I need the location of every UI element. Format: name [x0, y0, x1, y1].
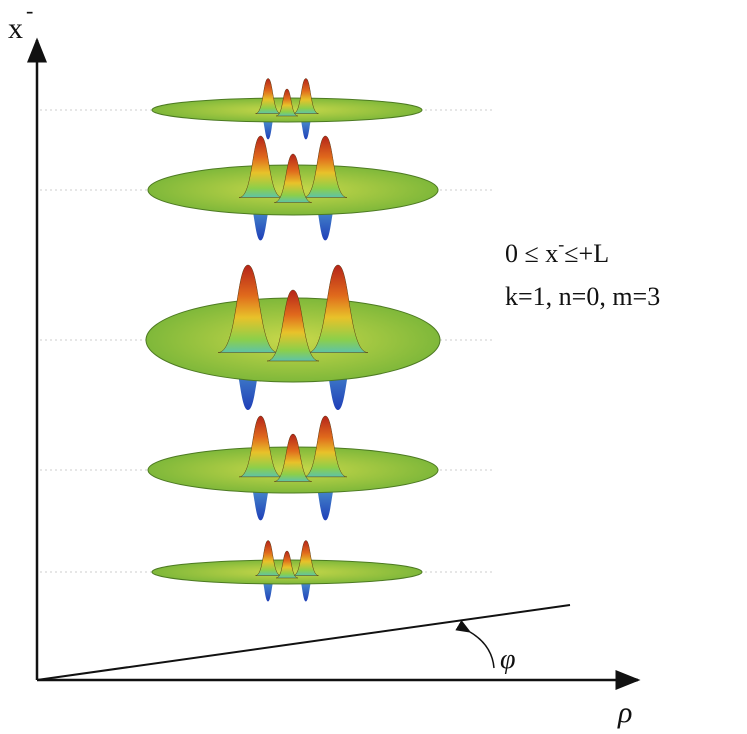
side-peak	[255, 540, 281, 576]
y-axis-superscript: -	[26, 0, 33, 23]
x-axis-label: ρ	[617, 696, 632, 729]
side-peak	[293, 78, 319, 114]
center-peak	[266, 289, 320, 362]
side-peak	[238, 135, 283, 198]
params-text: k=1, n=0, m=3	[505, 282, 660, 311]
side-peak	[238, 415, 283, 478]
side-peak	[307, 264, 369, 353]
center-peak	[274, 153, 312, 203]
range-text: 0 ≤ x-≤+L	[505, 234, 609, 268]
angle-arc	[455, 619, 495, 669]
side-peak	[303, 135, 348, 198]
range-after: ≤+L	[564, 239, 609, 268]
azimuth-line	[36, 604, 571, 681]
center-peak	[275, 550, 299, 579]
side-peak	[217, 264, 279, 353]
y-axis-label: x	[8, 12, 23, 45]
angle-label: φ	[500, 644, 516, 675]
side-peak	[255, 78, 281, 114]
wave-slices	[40, 78, 493, 602]
range-superscript: -	[558, 234, 564, 254]
center-peak	[274, 433, 312, 482]
side-peak	[293, 540, 319, 576]
side-peak	[303, 415, 348, 478]
range-before: 0 ≤ x	[505, 239, 558, 268]
center-peak	[275, 88, 299, 117]
